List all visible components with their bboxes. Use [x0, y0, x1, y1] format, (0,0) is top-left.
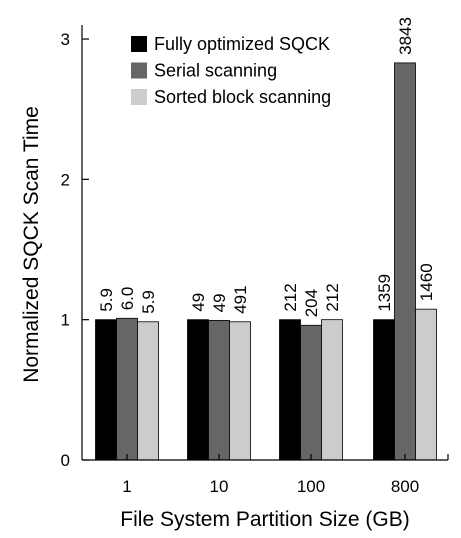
bars-group — [95, 62, 437, 461]
bar-value-label: 3843 — [396, 17, 415, 55]
bar — [187, 319, 209, 461]
legend-swatch — [131, 36, 147, 52]
bar — [321, 319, 343, 461]
bar-value-label: 5.9 — [139, 290, 158, 314]
bar-value-label: 49 — [189, 293, 208, 312]
x-tick-label: 1 — [122, 477, 131, 496]
bar-value-label: 491 — [231, 285, 250, 313]
bar — [95, 319, 117, 461]
bar — [394, 62, 416, 461]
legend-label: Fully optimized SQCK — [154, 34, 330, 54]
y-tick-label: 0 — [61, 451, 70, 470]
y-ticks-group: 0 1 2 3 — [61, 30, 89, 470]
legend-label: Sorted block scanning — [154, 87, 331, 107]
data-labels-group: 5.9 49 212 1359 6.0 49 204 3843 5.9 491 212 1460 — [97, 17, 436, 317]
y-axis-title: Normalized SQCK Scan Time — [20, 106, 43, 383]
x-tick-label: 100 — [297, 477, 325, 496]
bar-value-label: 49 — [210, 293, 229, 312]
bar — [116, 317, 138, 461]
bar — [208, 319, 230, 461]
bar-value-label: 1359 — [375, 274, 394, 312]
legend: Fully optimized SQCK Serial scanning Sorte… — [131, 34, 331, 107]
axes-group — [81, 25, 449, 461]
bar-value-label: 212 — [323, 283, 342, 311]
legend-swatch — [131, 89, 147, 105]
y-tick-label: 2 — [61, 170, 70, 189]
bar-value-label: 1460 — [417, 263, 436, 301]
bar — [300, 324, 322, 461]
bar — [279, 319, 301, 461]
legend-swatch — [131, 62, 147, 79]
bar-value-label: 6.0 — [118, 287, 137, 311]
y-tick-label: 3 — [61, 30, 70, 49]
bar — [373, 319, 395, 461]
bar-value-label: 204 — [302, 289, 321, 317]
bar-value-label: 212 — [281, 283, 300, 311]
x-axis-title: File System Partition Size (GB) — [120, 508, 409, 531]
legend-label: Serial scanning — [154, 61, 277, 81]
bar — [229, 321, 251, 461]
bar-value-label: 5.9 — [97, 288, 116, 312]
bar — [137, 321, 159, 461]
x-tick-label: 10 — [210, 477, 229, 496]
y-tick-label: 1 — [61, 311, 70, 330]
x-tick-label: 800 — [391, 477, 419, 496]
bar — [415, 308, 437, 461]
x-ticks-group: 1 10 100 800 — [122, 454, 419, 496]
